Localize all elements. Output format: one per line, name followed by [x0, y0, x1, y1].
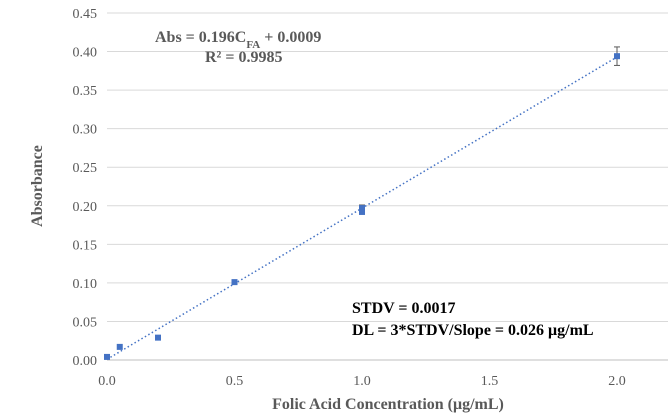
stdv-note: STDV = 0.0017: [352, 300, 456, 317]
x-tick-label: 1.5: [481, 374, 499, 389]
data-point: [104, 353, 110, 360]
y-tick-label: 0.15: [73, 238, 98, 253]
equation-subscript: FA: [246, 39, 260, 51]
equation-suffix: + 0.0009: [260, 29, 321, 46]
regression-equation: Abs = 0.196CFA + 0.0009: [155, 29, 321, 51]
data-point: [231, 279, 238, 286]
r-squared-label: R² = 0.9985: [205, 49, 282, 66]
equation-prefix: Abs = 0.196C: [155, 29, 246, 46]
x-tick-label: 0.5: [226, 374, 244, 389]
x-tick-label: 1.0: [353, 374, 371, 389]
y-axis-title: Absorbance: [29, 145, 46, 227]
y-tick-label: 0.05: [73, 315, 98, 330]
y-tick-label: 0.35: [73, 84, 98, 99]
x-tick-label: 0.0: [98, 374, 116, 389]
y-tick-label: 0.00: [73, 354, 98, 369]
detection-limit-note: DL = 3*STDV/Slope = 0.026 μg/mL: [352, 322, 594, 339]
error-bars: [359, 46, 620, 214]
x-axis-title: Folic Acid Concentration (μg/mL): [272, 396, 504, 413]
data-point: [155, 334, 161, 341]
data-point: [116, 343, 123, 350]
data-point: [614, 53, 620, 60]
x-tick-label: 2.0: [608, 374, 626, 389]
data-point: [359, 208, 365, 215]
data-point: [359, 205, 365, 212]
x-tick-labels: 0.0 0.5 1.0 1.5 2.0: [98, 374, 626, 389]
y-tick-label: 0.40: [73, 46, 98, 61]
y-tick-labels: 0.00 0.05 0.10 0.15 0.20 0.25 0.30 0.35 0.40 0.45: [73, 7, 98, 369]
y-tick-label: 0.30: [73, 123, 98, 138]
data-points: [104, 53, 620, 360]
y-tick-label: 0.25: [73, 161, 98, 176]
grid-lines: [107, 12, 668, 322]
y-tick-label: 0.10: [73, 277, 98, 292]
y-tick-label: 0.20: [73, 200, 98, 215]
y-tick-label: 0.45: [73, 7, 98, 22]
